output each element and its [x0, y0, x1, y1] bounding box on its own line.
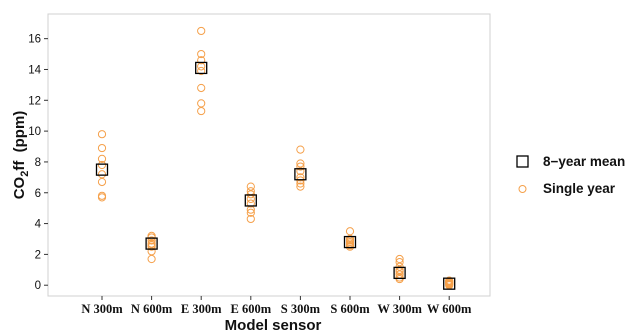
single-year-point — [147, 254, 156, 264]
y-tick-label: 14 — [28, 64, 41, 76]
x-tick-label: N 600m — [131, 302, 173, 316]
single-year-point — [395, 262, 404, 271]
mean-marker — [244, 194, 257, 207]
single-year-point — [246, 199, 255, 208]
single-year-point — [197, 83, 206, 93]
y-tick-label: 2 — [35, 249, 41, 261]
single-year-point — [395, 254, 404, 264]
x-axis-title: Model sensor — [225, 317, 322, 334]
y-tick-label: 4 — [35, 219, 42, 231]
plot-area — [47, 13, 491, 297]
x-tick-label: W 300m — [377, 302, 422, 316]
single-year-point — [97, 177, 107, 187]
single-year-point — [97, 193, 107, 202]
single-year-point — [296, 176, 305, 185]
single-year-point — [97, 143, 107, 153]
single-year-point — [246, 182, 255, 191]
x-tick-label: E 600m — [230, 302, 271, 316]
x-tick-label: S 300m — [281, 302, 321, 316]
legend: 8−year mean Single year — [516, 154, 625, 196]
single-year-point — [246, 190, 255, 199]
y-tick-label: 12 — [28, 95, 41, 107]
single-year-point — [97, 170, 107, 179]
mean-marker — [443, 277, 456, 290]
single-year-point — [296, 159, 305, 168]
single-year-point — [395, 257, 404, 267]
legend-label-mean: 8−year mean — [543, 154, 625, 169]
single-year-point — [197, 49, 206, 59]
legend-item-single: Single year — [518, 181, 616, 196]
single-year-point — [147, 239, 156, 248]
single-year-point — [97, 130, 107, 139]
mean-marker — [343, 235, 357, 249]
single-year-point — [197, 99, 206, 108]
axes: 0 2 4 6 8 10 12 14 16 N 300m N 600m E 300m E 600m S 3… — [28, 34, 472, 316]
single-year-point — [296, 162, 305, 171]
single-year-point — [197, 26, 206, 36]
legend-square-marker — [516, 155, 529, 168]
data-marks — [95, 26, 456, 290]
plot-border — [47, 13, 491, 297]
y-tick-label: 0 — [35, 280, 41, 292]
single-year-point — [246, 214, 255, 224]
x-tick-label: E 300m — [181, 302, 222, 316]
single-year-point — [296, 145, 305, 154]
single-year-point — [296, 173, 305, 182]
x-tick-label: N 300m — [81, 302, 123, 316]
single-year-point — [97, 154, 107, 163]
single-year-point — [345, 242, 355, 251]
y-axis-title-suffix: ff (ppm) — [11, 111, 28, 171]
single-year-point — [97, 160, 107, 170]
mean-marker — [393, 266, 406, 280]
x-tick-label: W 600m — [427, 302, 472, 316]
mean-marker — [195, 61, 208, 75]
single-year-point — [197, 66, 206, 76]
x-tick-label: S 600m — [330, 302, 370, 316]
y-tick-label: 6 — [35, 188, 41, 200]
y-axis-title-prefix: CO — [11, 176, 28, 199]
y-tick-label: 8 — [35, 157, 41, 169]
single-year-point — [147, 236, 156, 245]
single-year-point — [197, 106, 206, 116]
legend-label-single: Single year — [543, 181, 616, 196]
single-year-point — [197, 56, 206, 65]
single-year-point — [296, 167, 305, 176]
legend-circle-marker — [518, 185, 527, 193]
y-tick-label: 10 — [28, 126, 41, 138]
y-axis-title-subscript: 2 — [19, 171, 31, 177]
y-axis-title: CO2ff (ppm) — [11, 111, 31, 200]
mean-marker — [145, 237, 158, 250]
mean-marker — [95, 163, 109, 176]
y-tick-label: 16 — [28, 34, 41, 46]
mean-marker — [294, 168, 307, 181]
single-year-point — [147, 231, 156, 241]
single-year-point — [147, 242, 156, 251]
single-year-point — [147, 247, 156, 256]
legend-item-mean: 8−year mean — [516, 154, 625, 169]
single-year-point — [246, 208, 255, 217]
single-year-point — [296, 182, 305, 191]
single-year-point — [395, 274, 404, 284]
single-year-point — [345, 227, 355, 236]
